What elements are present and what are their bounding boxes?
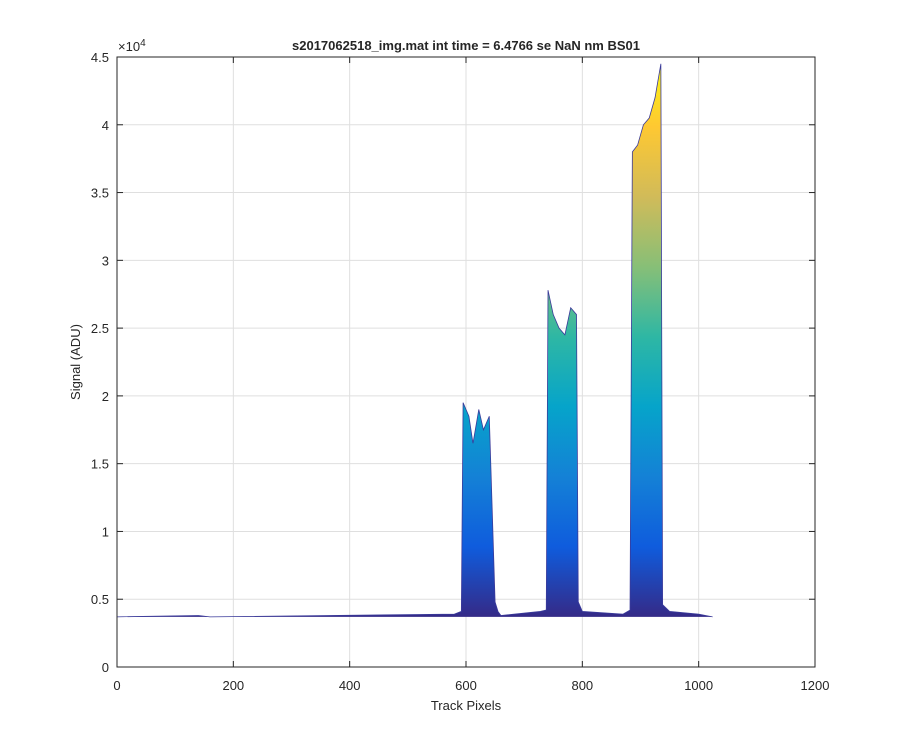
chart-title: s2017062518_img.mat int time = 6.4766 se… bbox=[292, 38, 640, 53]
y-tick-label: 4.5 bbox=[91, 50, 109, 65]
data-layer bbox=[116, 63, 713, 618]
y-tick-label: 0.5 bbox=[91, 592, 109, 607]
y-exponent-power: 4 bbox=[140, 38, 146, 49]
y-tick-label: 1.5 bbox=[91, 457, 109, 472]
y-tick-label: 1 bbox=[102, 524, 109, 539]
x-axis-label: Track Pixels bbox=[431, 698, 502, 713]
y-tick-label: 3 bbox=[102, 253, 109, 268]
x-tick-label: 1200 bbox=[801, 678, 830, 693]
y-tick-label: 2.5 bbox=[91, 321, 109, 336]
y-axis-label: Signal (ADU) bbox=[68, 324, 83, 400]
x-tick-label: 800 bbox=[571, 678, 593, 693]
x-tick-label: 400 bbox=[339, 678, 361, 693]
x-tick-label: 0 bbox=[113, 678, 120, 693]
y-exponent-label: ×104 bbox=[118, 38, 146, 54]
x-tick-label: 600 bbox=[455, 678, 477, 693]
y-tick-label: 2 bbox=[102, 389, 109, 404]
y-tick-label: 0 bbox=[102, 660, 109, 675]
signal-area bbox=[117, 63, 713, 617]
y-tick-label: 3.5 bbox=[91, 186, 109, 201]
signal-line bbox=[116, 63, 713, 618]
x-tick-label: 200 bbox=[222, 678, 244, 693]
x-tick-label: 1000 bbox=[684, 678, 713, 693]
ticks: 0 200 400 600 800 1000 1200 0 0.5 1 1.5 2 2.5 3 3.5 4 4.… bbox=[91, 50, 830, 693]
y-tick-label: 4 bbox=[102, 118, 109, 133]
y-exponent-base: ×10 bbox=[118, 39, 140, 54]
